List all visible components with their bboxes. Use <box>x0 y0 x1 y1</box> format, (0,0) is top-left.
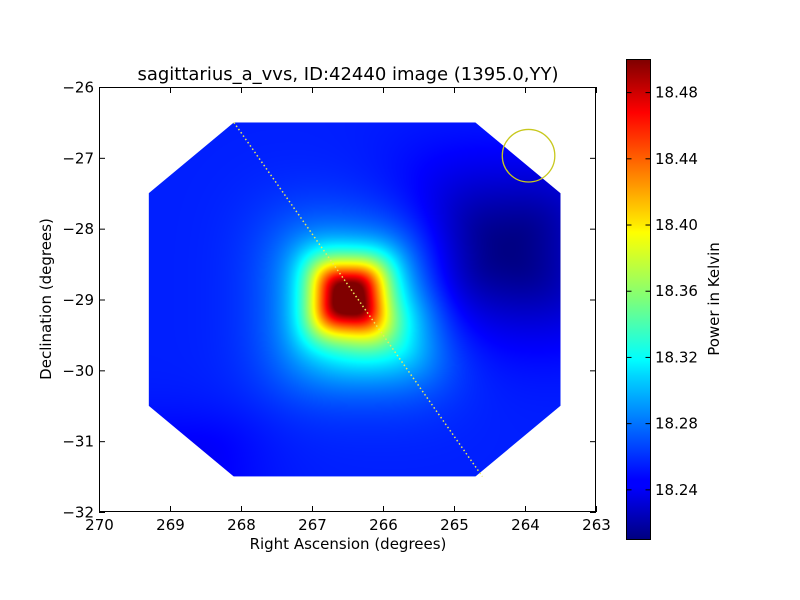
x-tick-label: 270 <box>85 516 114 534</box>
x-axis-ticks: 270 269 268 267 266 265 264 263 <box>85 87 611 534</box>
colorbar-tick-label: 18.44 <box>655 150 698 168</box>
colorbar-label: Power in Kelvin <box>705 242 723 356</box>
colorbar <box>626 59 651 540</box>
x-tick-label: 265 <box>440 516 469 534</box>
colorbar-tick-label: 18.24 <box>655 481 698 499</box>
y-axis-label: Declination (degrees) <box>37 218 55 380</box>
colorbar-tick-label: 18.28 <box>655 415 698 433</box>
colorbar-ticks: 18.24 18.28 18.32 18.36 18.40 18.44 18.48 <box>626 84 698 499</box>
colorbar-tick-label: 18.32 <box>655 348 698 366</box>
x-tick-label: 264 <box>511 516 540 534</box>
x-tick-label: 267 <box>298 516 327 534</box>
x-tick-label: 263 <box>582 516 611 534</box>
chart-title: sagittarius_a_vvs, ID:42440 image (1395.… <box>137 64 558 85</box>
circle-marker <box>501 128 556 183</box>
y-tick-label: −27 <box>62 149 94 167</box>
y-tick-label: −26 <box>62 79 94 97</box>
plot-area <box>148 121 561 478</box>
y-tick-label: −32 <box>62 504 94 522</box>
x-tick-label: 268 <box>227 516 256 534</box>
colorbar-tick-label: 18.40 <box>655 216 698 234</box>
y-tick-label: −28 <box>62 220 94 238</box>
colorbar-tick-label: 18.36 <box>655 282 698 300</box>
y-tick-label: −30 <box>62 362 94 380</box>
colorbar-tick-label: 18.48 <box>655 84 698 102</box>
x-tick-label: 269 <box>156 516 185 534</box>
y-tick-label: −29 <box>62 291 94 309</box>
heatmap-image <box>148 122 561 477</box>
y-axis-ticks: −26 −27 −28 −29 −30 −31 −32 <box>62 79 596 522</box>
x-axis-label: Right Ascension (degrees) <box>250 535 447 553</box>
dotted-line <box>233 121 484 478</box>
x-tick-label: 266 <box>369 516 398 534</box>
y-tick-label: −31 <box>62 433 94 451</box>
dotted-line-segment <box>233 121 484 478</box>
